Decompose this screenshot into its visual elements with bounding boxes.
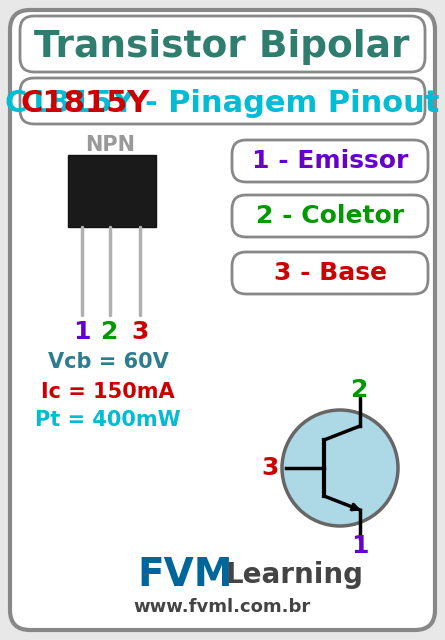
Text: 1: 1 <box>351 534 369 558</box>
Text: 3: 3 <box>261 456 279 480</box>
Text: Transistor Bipolar: Transistor Bipolar <box>34 29 410 65</box>
Bar <box>68 155 156 227</box>
FancyBboxPatch shape <box>20 16 425 72</box>
Circle shape <box>282 410 398 526</box>
Text: 2: 2 <box>351 378 369 402</box>
Text: 2: 2 <box>101 320 119 344</box>
Text: C1815Y: C1815Y <box>20 88 150 118</box>
FancyBboxPatch shape <box>232 140 428 182</box>
Text: 3: 3 <box>131 320 149 344</box>
Text: 3 - Base: 3 - Base <box>274 261 387 285</box>
Text: C1815Y - Pinagem Pinout: C1815Y - Pinagem Pinout <box>5 88 439 118</box>
Text: 1 - Emissor: 1 - Emissor <box>252 149 408 173</box>
Text: 2 - Coletor: 2 - Coletor <box>256 204 404 228</box>
Text: Pt = 400mW: Pt = 400mW <box>35 410 181 430</box>
Text: Vcb = 60V: Vcb = 60V <box>48 352 168 372</box>
Text: Learning: Learning <box>226 561 364 589</box>
FancyBboxPatch shape <box>232 252 428 294</box>
FancyBboxPatch shape <box>232 195 428 237</box>
FancyBboxPatch shape <box>20 78 425 124</box>
Text: Ic = 150mA: Ic = 150mA <box>41 382 175 402</box>
Text: NPN: NPN <box>85 135 135 155</box>
Text: 1: 1 <box>73 320 91 344</box>
Text: www.fvml.com.br: www.fvml.com.br <box>134 598 311 616</box>
Text: FVM: FVM <box>137 556 233 594</box>
FancyBboxPatch shape <box>10 10 435 630</box>
